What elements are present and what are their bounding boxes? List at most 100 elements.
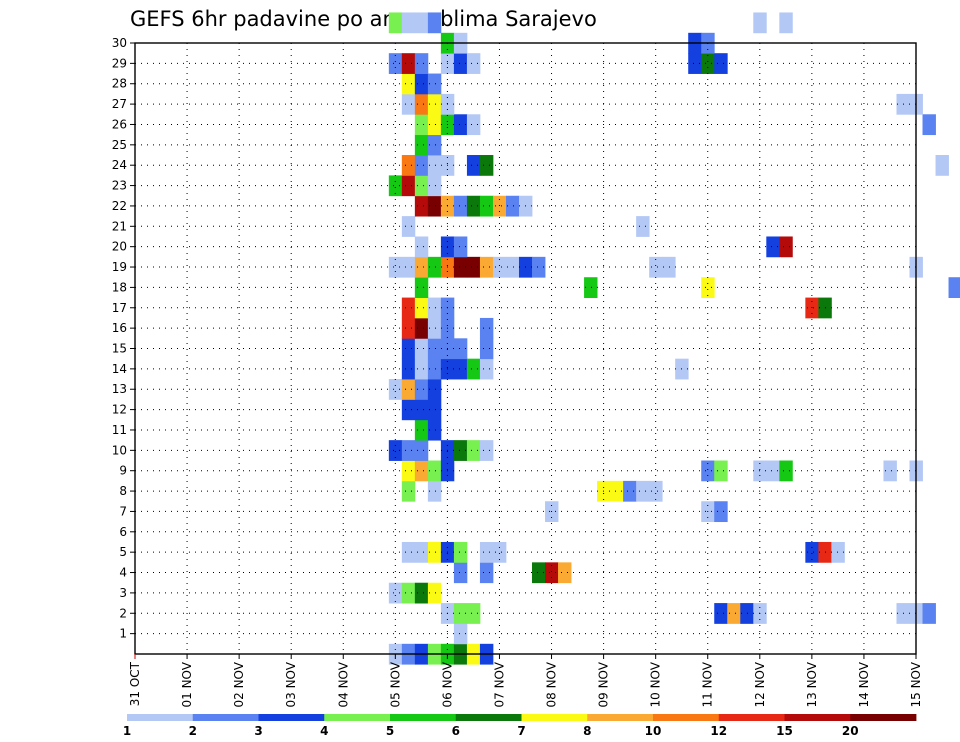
colorbar-swatch — [521, 714, 588, 721]
heatmap-cell — [831, 541, 845, 563]
heatmap-cell — [414, 93, 429, 115]
colorbar-label: 7 — [517, 724, 525, 738]
heatmap-cell — [479, 256, 494, 278]
heatmap-cell — [427, 541, 442, 563]
heatmap-cell — [414, 175, 429, 197]
heatmap-cell — [414, 256, 429, 278]
heatmap-cell — [714, 501, 728, 523]
y-tick-label: 26 — [112, 117, 127, 131]
heatmap-cell — [388, 440, 403, 461]
heatmap-cell — [401, 440, 416, 461]
heatmap-cell — [766, 460, 780, 482]
heatmap-cell — [662, 256, 676, 278]
heatmap-cell — [401, 317, 416, 339]
y-tick-label: 1 — [119, 627, 127, 641]
heatmap-cell — [883, 460, 897, 482]
heatmap-cell — [636, 480, 650, 502]
heatmap-cell — [466, 358, 481, 380]
heatmap-cell — [466, 53, 481, 74]
heatmap-cell — [558, 562, 572, 584]
heatmap-cell — [779, 460, 793, 482]
heatmap-cell — [466, 603, 481, 624]
y-tick-label: 9 — [119, 464, 127, 478]
x-tick-label: 10 NOV — [649, 661, 663, 707]
heatmap-cell — [492, 541, 507, 563]
colorbar-swatch — [718, 714, 785, 721]
heatmap-cell — [753, 12, 767, 34]
heatmap-cell — [479, 338, 494, 360]
heatmap-cell — [466, 440, 481, 461]
heatmap-cell — [453, 53, 468, 74]
colorbar-swatch — [258, 714, 325, 721]
heatmap-cell — [740, 603, 754, 624]
x-tick-label: 13 NOV — [805, 661, 819, 707]
y-tick-label: 7 — [119, 504, 127, 518]
colorbar-swatch — [324, 714, 391, 721]
heatmap-cell — [714, 603, 728, 624]
heatmap-cell — [401, 338, 416, 360]
heatmap-cell — [414, 317, 429, 339]
y-tick-label: 22 — [112, 199, 127, 213]
colorbar-swatch — [784, 714, 851, 721]
y-tick-label: 30 — [112, 36, 127, 50]
heatmap-cell — [649, 256, 663, 278]
heatmap-cell — [453, 562, 468, 584]
heatmap-cell — [610, 480, 624, 502]
x-tick-label: 31 OCT — [128, 661, 142, 706]
heatmap-cell — [779, 236, 793, 258]
heatmap-cell — [427, 480, 442, 502]
heatmap-cell — [701, 53, 715, 74]
colorbar-swatch — [587, 714, 654, 721]
heatmap-cell — [545, 562, 559, 584]
heatmap-cell — [401, 460, 416, 482]
colorbar-label: 15 — [776, 724, 793, 738]
heatmap-cell — [584, 277, 598, 298]
x-tick-label: 07 NOV — [492, 661, 506, 707]
heatmap-cell — [453, 114, 468, 136]
heatmap-cell — [401, 379, 416, 400]
heatmap-cell — [779, 12, 793, 34]
heatmap-cell — [401, 175, 416, 197]
heatmap-cell — [401, 480, 416, 502]
heatmap-cell — [427, 379, 442, 400]
x-tick-label: 15 NOV — [909, 661, 923, 707]
y-tick-label: 29 — [112, 56, 127, 70]
heatmap-cell — [414, 419, 429, 441]
heatmap-cell — [414, 155, 429, 176]
y-tick-label: 2 — [119, 606, 127, 620]
heatmap-cell — [414, 297, 429, 319]
heatmap-cell — [427, 73, 442, 95]
y-tick-label: 16 — [112, 321, 127, 335]
y-tick-label: 11 — [112, 423, 127, 437]
colorbar-swatch — [127, 714, 194, 721]
colorbar-swatch — [653, 714, 720, 721]
x-tick-label: 09 NOV — [597, 661, 611, 707]
heatmap-cell — [636, 216, 650, 237]
heatmap-cell — [414, 338, 429, 360]
heatmap-cell — [479, 562, 494, 584]
colorbar-swatch — [390, 714, 457, 721]
y-tick-label: 5 — [119, 545, 127, 559]
y-axis: 1234567891011121314151617181920212223242… — [112, 36, 135, 641]
heatmap-cell — [414, 134, 429, 156]
heatmap-cell — [414, 440, 429, 461]
heatmap-cell — [401, 256, 416, 278]
heatmap-cell — [479, 155, 494, 176]
heatmap-cell — [532, 562, 546, 584]
heatmap-cell — [427, 12, 442, 34]
heatmap-cell — [453, 195, 468, 217]
heatmap-cell — [505, 195, 520, 217]
heatmap-cell — [388, 12, 403, 34]
y-tick-label: 24 — [112, 158, 127, 172]
heatmap-cell — [427, 155, 442, 176]
heatmap-cell — [414, 236, 429, 258]
heatmap-cell — [388, 582, 403, 604]
colorbar-label: 20 — [842, 724, 859, 738]
y-tick-label: 25 — [112, 138, 127, 152]
y-tick-label: 17 — [112, 301, 127, 315]
colorbar-label: 10 — [645, 724, 662, 738]
heatmap-cell — [427, 317, 442, 339]
heatmap-cells — [388, 12, 960, 665]
colorbar-label: 1 — [123, 724, 131, 738]
